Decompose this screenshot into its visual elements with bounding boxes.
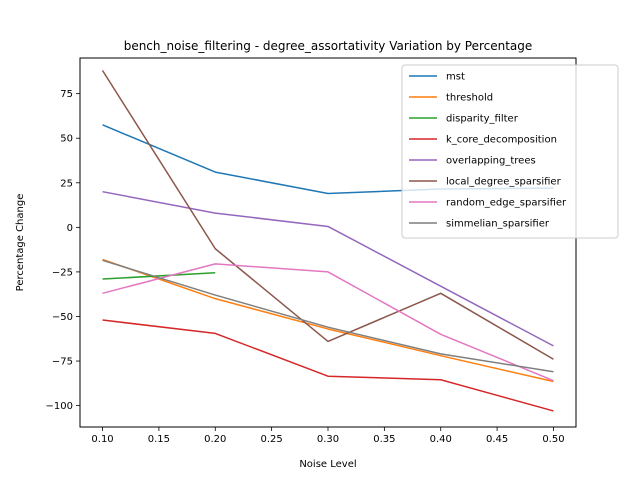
x-axis: 0.10 0.15 0.20 0.25 0.30 0.35 0.40 0.45 0.50 — [91, 427, 565, 445]
y-tick-label: 0 — [67, 223, 73, 234]
x-tick-label: 0.40 — [430, 434, 452, 445]
y-tick-label: 75 — [60, 89, 73, 100]
legend-label: disparity_filter — [446, 114, 519, 125]
y-tick-label: −75 — [52, 357, 73, 368]
series-line-local-degree-sparsifier — [101, 70, 554, 360]
chart-title: bench_noise_filtering - degree_assortati… — [124, 39, 533, 53]
series-line-threshold — [102, 258, 554, 383]
y-tick-label: −25 — [52, 267, 73, 278]
legend-label: threshold — [446, 93, 493, 104]
series-line-simmelian-sparsifier — [102, 259, 554, 373]
x-tick-label: 0.20 — [204, 434, 226, 445]
legend-box — [401, 64, 619, 239]
y-axis: −100 −75 −50 −25 0 25 50 75 — [46, 89, 80, 412]
legend-label: mst — [446, 72, 465, 83]
series-line-random-edge-sparsifier — [102, 263, 554, 382]
legend-label: overlapping_trees — [446, 156, 536, 167]
y-tick-label: −100 — [46, 401, 73, 412]
x-tick-label: 0.10 — [91, 434, 113, 445]
legend: mst threshold disparity_filter k_core_decom… — [401, 64, 619, 239]
x-tick-label: 0.45 — [486, 434, 508, 445]
series-line-disparity-filter — [102, 272, 216, 280]
x-tick-label: 0.35 — [373, 434, 395, 445]
x-tick-label: 0.30 — [317, 434, 339, 445]
y-tick-label: −50 — [52, 312, 73, 323]
legend-label: random_edge_sparsifier — [446, 198, 567, 209]
legend-label: local_degree_sparsifier — [446, 177, 562, 188]
series-line-overlapping-trees — [102, 190, 554, 347]
legend-label: simmelian_sparsifier — [446, 219, 550, 230]
legend-label: k_core_decomposition — [446, 135, 557, 146]
legend-items: mst threshold disparity_filter k_core_decom… — [409, 72, 567, 230]
y-tick-label: 50 — [60, 134, 73, 145]
x-tick-label: 0.50 — [542, 434, 564, 445]
x-tick-label: 0.25 — [261, 434, 283, 445]
x-axis-label: Noise Level — [299, 459, 356, 470]
series-line-k-core-decomposition — [102, 319, 554, 412]
y-tick-label: 25 — [60, 178, 73, 189]
y-axis-label: Percentage Change — [15, 194, 26, 292]
x-tick-label: 0.15 — [148, 434, 170, 445]
